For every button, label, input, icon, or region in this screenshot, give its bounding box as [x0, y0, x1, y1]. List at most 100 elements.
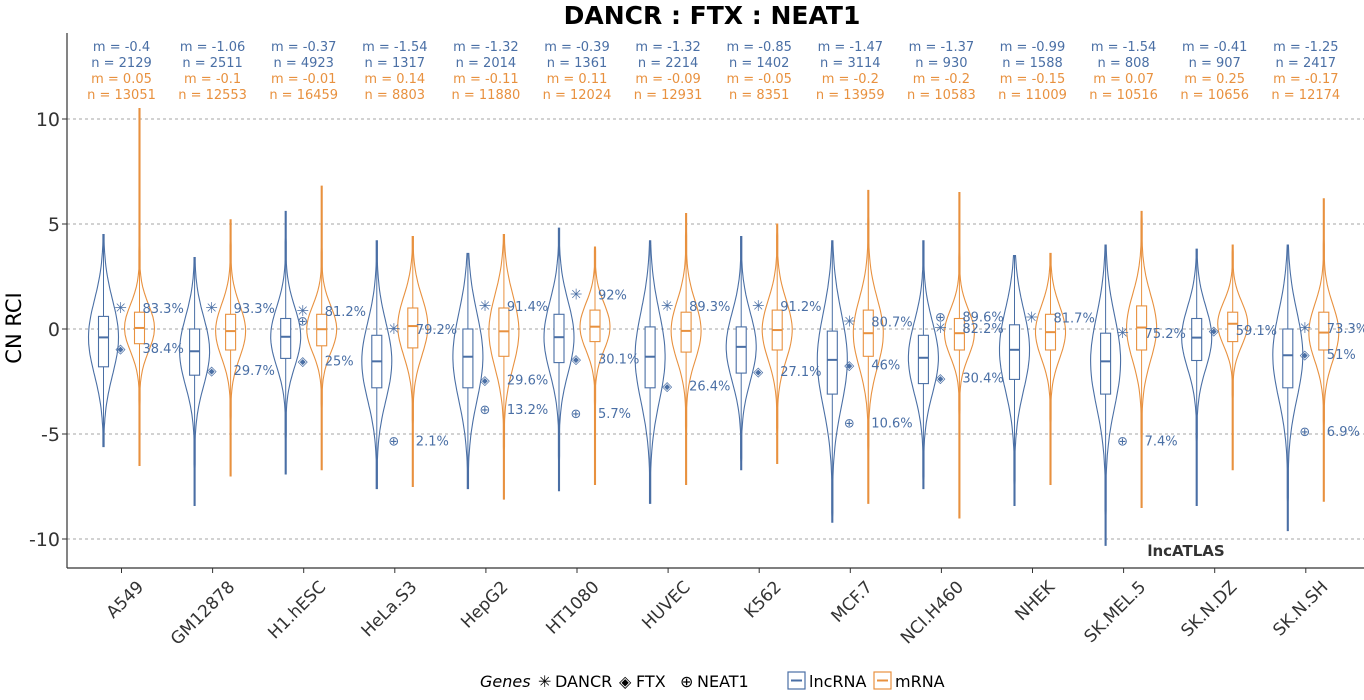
violin-lncrna [998, 254, 1031, 506]
gene-percent-label: 27.1% [780, 365, 821, 380]
stat-label: m = -0.39 [544, 40, 609, 55]
gene-marker-ftx: ◈ [480, 373, 490, 388]
box-lncrna [1100, 332, 1112, 395]
stat-label: n = 2214 [638, 56, 698, 71]
gene-marker-dancr: ✳ [479, 297, 492, 315]
gene-marker-ftx: ◈ [207, 364, 217, 379]
gene-percent-label: 29.7% [234, 364, 275, 379]
stat-label: n = 2129 [91, 56, 151, 71]
gene-percent-label: 59.1% [1236, 324, 1277, 339]
stat-label: m = -1.32 [453, 40, 518, 55]
stat-label: m = -1.25 [1273, 40, 1338, 55]
gene-marker-ftx: ◈ [1209, 324, 1219, 339]
box-lncrna [97, 315, 110, 368]
gene-percent-label: 91.2% [780, 300, 821, 315]
violin-lncrna [361, 240, 393, 490]
stat-label: n = 11880 [452, 88, 521, 103]
gene-percent-label: 91.4% [507, 300, 548, 315]
stat-label: n = 12553 [178, 88, 247, 103]
stat-label: n = 907 [1189, 56, 1241, 71]
gene-percent-label: 73.3% [1327, 322, 1364, 337]
violins [87, 107, 1340, 546]
gene-percent-label: 30.4% [962, 371, 1003, 386]
gene-percent-label: 81.7% [1054, 311, 1095, 326]
gene-marker-ftx: ◈ [662, 380, 672, 395]
legend-genes-title: Genes [480, 672, 531, 691]
stat-label: n = 1317 [365, 56, 425, 71]
stat-label: m = 0.14 [364, 72, 425, 87]
violin-lncrna [87, 233, 120, 448]
gene-percent-label: 26.4% [689, 380, 730, 395]
stat-label: m = 0.05 [91, 72, 152, 87]
stat-label: n = 13959 [816, 88, 885, 103]
stat-label: n = 12024 [543, 88, 612, 103]
gene-percent-label: 92% [598, 288, 627, 303]
x-tick-label: NCI.H460 [897, 577, 968, 648]
stat-label: m = -0.01 [271, 72, 336, 87]
gene-marker-dancr: ✳ [296, 302, 309, 320]
gene-marker-dancr: ✳ [1299, 319, 1312, 337]
stat-label: m = -0.1 [184, 72, 241, 87]
stat-label: m = 0.25 [1184, 72, 1245, 87]
box-lncrna [1282, 328, 1294, 389]
gene-marker-neat1: ⊕ [935, 310, 946, 325]
box-mrna [680, 311, 692, 353]
violin-lncrna [1272, 244, 1304, 532]
y-tick-label: -5 [41, 424, 60, 446]
gene-percent-label: 82.2% [962, 322, 1003, 337]
gene-percent-label: 2.1% [416, 434, 449, 449]
gene-percent-label: 10.6% [871, 416, 912, 431]
gene-percent-label: 51% [1327, 348, 1356, 363]
violin-mrna [488, 233, 520, 500]
gene-marker-neat1: ⊕ [844, 416, 855, 431]
gene-percent-label: 89.3% [689, 300, 730, 315]
stat-label: n = 2511 [182, 56, 242, 71]
legend-gene-name: DANCR [555, 672, 612, 691]
violin-lncrna [907, 240, 939, 490]
stat-label: m = -1.32 [635, 40, 700, 55]
stat-label: n = 1361 [547, 56, 607, 71]
stat-label: n = 12174 [1271, 88, 1340, 103]
stat-label: m = -1.47 [818, 40, 883, 55]
violin-lncrna [1181, 248, 1213, 506]
gene-percent-label: 46% [871, 359, 900, 374]
gene-percent-label: 93.3% [234, 302, 275, 317]
gene-marker-neat1: ⊕ [479, 403, 490, 418]
stat-label: n = 1402 [729, 56, 789, 71]
gene-marker-dancr: ✳ [570, 285, 583, 303]
box-lncrna [1191, 317, 1203, 362]
stat-label: n = 12931 [634, 88, 703, 103]
legend-gene-name: FTX [636, 672, 666, 691]
box-lncrna [553, 313, 565, 364]
box-lncrna [280, 317, 292, 359]
gene-percent-label: 79.2% [416, 323, 457, 338]
stat-label: m = -0.09 [635, 72, 700, 87]
gene-percent-label: 75.2% [1145, 327, 1186, 342]
stat-label: n = 8803 [365, 88, 425, 103]
violin-lncrna [452, 252, 484, 490]
gene-marker-ftx: ◈ [298, 355, 308, 370]
box-lncrna [462, 328, 474, 389]
legend-type-label: lncRNA [809, 672, 866, 691]
box-lncrna [735, 326, 747, 374]
stat-label: m = -0.17 [1273, 72, 1338, 87]
violin-lncrna [634, 240, 666, 504]
x-tick-label: SK.N.DZ [1177, 577, 1241, 641]
legend-gene-name: NEAT1 [697, 672, 749, 691]
gene-marker-ftx: ◈ [1300, 348, 1310, 363]
gene-percent-label: 6.9% [1327, 425, 1360, 440]
stat-label: n = 13051 [87, 88, 156, 103]
y-tick-label: 10 [36, 109, 60, 131]
x-tick-label: K562 [741, 577, 786, 622]
box-lncrna [1008, 324, 1021, 380]
y-tick-label: -10 [29, 529, 60, 551]
box-mrna [225, 313, 237, 351]
x-tick-label: NHEK [1011, 577, 1059, 625]
gene-percent-label: 38.4% [143, 342, 184, 357]
stat-label: m = -0.41 [1182, 40, 1247, 55]
gene-marker-ftx: ◈ [753, 365, 763, 380]
gene-marker-ftx: ◈ [935, 371, 945, 386]
chart-title: DANCR : FTX : NEAT1 [564, 1, 861, 30]
gene-percent-label: 7.4% [1145, 434, 1178, 449]
stat-label: n = 3114 [820, 56, 880, 71]
